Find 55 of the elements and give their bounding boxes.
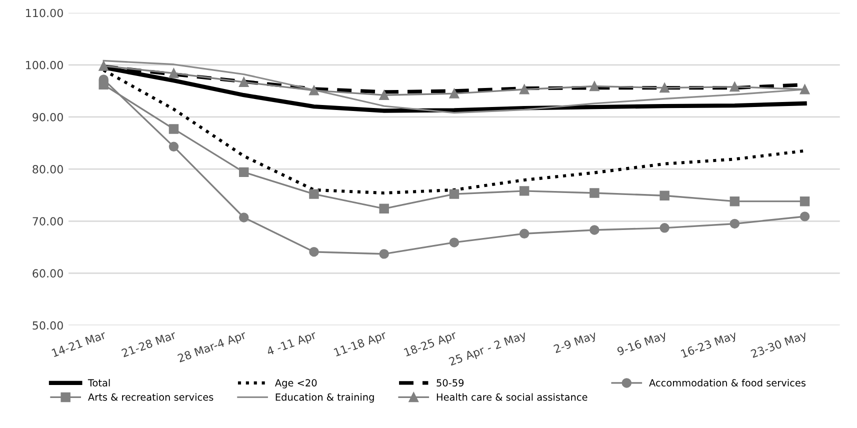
point [800,84,810,94]
x-tick-label: 4 -11 Apr [266,330,318,358]
point [98,80,108,90]
point [730,196,740,206]
x-tick-label: 23-30 May [750,330,808,360]
point [449,238,460,248]
x-tick-label: 11-18 Apr [334,330,388,359]
point [730,82,740,92]
point [168,142,179,152]
point [590,81,600,92]
legend-label: Arts & recreation services [88,393,214,401]
point [379,249,389,259]
point [590,188,600,198]
point [309,86,319,96]
legend-label: Education & training [276,393,374,403]
point [379,204,389,214]
y-tick-label: 60.00 [32,269,63,278]
point [660,190,670,200]
point [309,189,319,199]
point [800,196,810,206]
point [238,212,249,222]
legend-label: 50-59 [436,379,464,386]
y-tick-label: 70.00 [32,217,63,226]
point [660,82,670,93]
point [309,246,319,257]
y-tick-label: 80.00 [32,165,63,174]
point [238,167,249,178]
legend-label: Total [88,378,110,386]
legend-label: Age <20 [274,379,317,388]
x-tick-label: 14-21 Mar [51,330,107,358]
x-tick-label: 2-9 May [553,330,598,356]
point [449,189,460,199]
point [98,61,108,71]
legend-label: Accommodation & food services [649,378,806,386]
x-tick-label: 16-23 May [680,330,738,360]
point [449,88,460,98]
point [519,84,530,94]
point [660,223,670,233]
y-tick-label: 100.00 [26,60,63,70]
point [730,218,740,229]
point [168,68,179,78]
point [379,90,389,100]
x-tick-label: 21-28 Mar [121,330,177,358]
y-tick-label: 50.00 [32,321,63,330]
y-tick-label: 90.00 [32,112,63,122]
point [590,225,600,235]
x-tick-label: 28 Mar-4 Apr [177,330,248,365]
y-tick-label: 110.00 [26,8,63,18]
x-tick-label: 9-16 May [616,330,668,358]
point [168,124,179,134]
point [519,186,530,196]
legend-label: Health care & social assistance [436,393,588,401]
point [519,228,530,238]
point [238,77,249,87]
point [800,212,810,222]
